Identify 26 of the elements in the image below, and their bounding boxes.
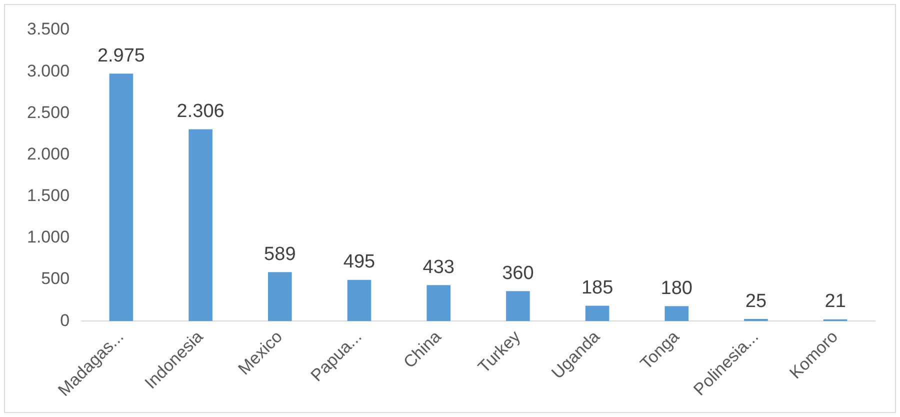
bar — [268, 272, 292, 322]
y-tick-label: 2.500 — [26, 102, 70, 122]
y-tick-label: 3.500 — [26, 20, 70, 39]
data-label: 21 — [824, 291, 846, 312]
data-label: 433 — [422, 256, 454, 278]
bar — [585, 306, 610, 322]
y-tick-label: 3.000 — [26, 61, 70, 80]
data-label: 180 — [660, 278, 692, 299]
data-label: 495 — [343, 252, 376, 273]
bar — [188, 129, 212, 322]
bar — [109, 74, 134, 322]
y-tick-label: 0 — [60, 310, 70, 330]
data-label: 2.306 — [176, 101, 224, 122]
bar — [664, 306, 689, 322]
data-label: 25 — [745, 290, 767, 312]
data-label: 589 — [264, 244, 296, 265]
y-tick-label: 1.000 — [26, 228, 70, 247]
y-tick-label: 1.500 — [26, 186, 70, 206]
y-tick-label: 2.000 — [26, 144, 70, 164]
y-tick-label: 500 — [41, 269, 70, 288]
data-label: 360 — [502, 262, 534, 284]
bar — [506, 291, 530, 322]
bar — [426, 285, 450, 322]
data-label: 2.975 — [97, 45, 145, 66]
data-label: 185 — [581, 277, 614, 298]
bar — [347, 280, 372, 322]
